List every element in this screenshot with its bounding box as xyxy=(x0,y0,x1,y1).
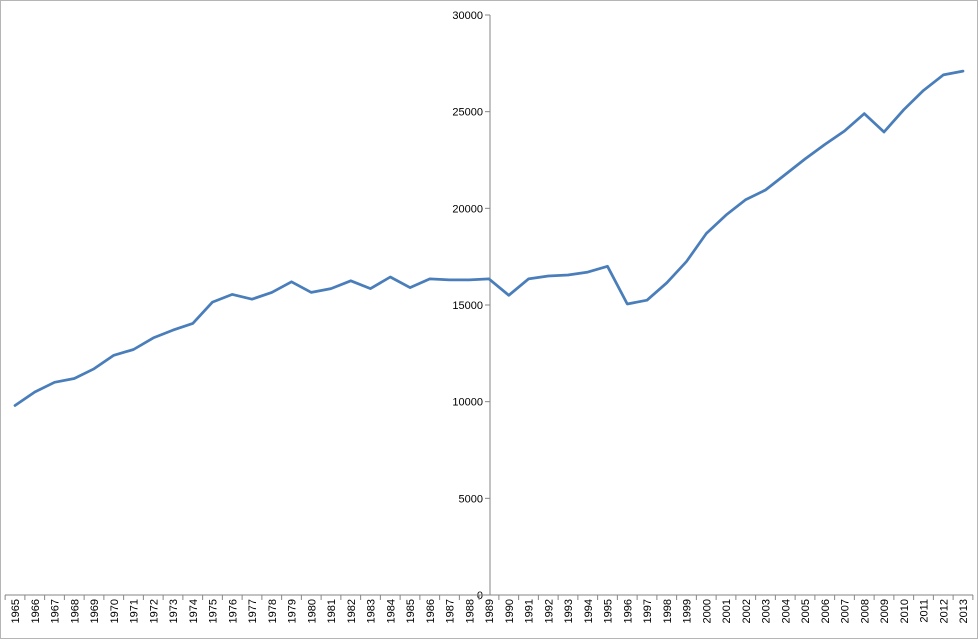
x-axis: 1965 1966 1967 1968 1969 1970 1971 1972 1973 1974… xyxy=(5,595,973,623)
x-tick-label: 1994 xyxy=(583,599,595,623)
x-tick-label: 2009 xyxy=(879,599,891,623)
x-tick-label: 2005 xyxy=(800,599,812,623)
x-tick-label: 2013 xyxy=(958,599,970,623)
x-tick-label: 1975 xyxy=(208,599,220,623)
x-tick-label: 1999 xyxy=(682,599,694,623)
y-tick-label: 20000 xyxy=(452,203,483,215)
y-axis: 0 5000 10000 15000 20000 25000 30000 xyxy=(452,10,490,602)
x-tick-label: 1982 xyxy=(346,599,358,623)
x-tick-label: 1989 xyxy=(484,599,496,623)
x-tick-label: 1972 xyxy=(148,599,160,623)
y-tick-label: 10000 xyxy=(452,397,483,409)
x-tick-label: 1992 xyxy=(543,599,555,623)
x-tick-label: 2000 xyxy=(701,599,713,623)
x-tick-label: 1987 xyxy=(445,599,457,623)
y-tick-label: 25000 xyxy=(452,107,483,119)
x-tick-label: 1974 xyxy=(188,599,200,623)
x-tick-label: 1986 xyxy=(425,599,437,623)
x-tick-label: 2002 xyxy=(741,599,753,623)
series-group xyxy=(15,71,963,406)
y-tick-label: 30000 xyxy=(452,10,483,22)
y-tick-label: 15000 xyxy=(452,300,483,312)
y-tick-label: 0 xyxy=(477,590,483,602)
x-tick-label: 1984 xyxy=(385,599,397,623)
x-tick-label: 1970 xyxy=(109,599,121,623)
x-tick-label: 2010 xyxy=(899,599,911,623)
x-tick-label: 1988 xyxy=(464,599,476,623)
x-tick-label: 2001 xyxy=(721,599,733,623)
x-tick-label: 1967 xyxy=(50,599,62,623)
x-tick-label: 1966 xyxy=(30,599,42,623)
x-tick-label: 1973 xyxy=(168,599,180,623)
x-tick-label: 1997 xyxy=(642,599,654,623)
x-tick-label: 1968 xyxy=(69,599,81,623)
x-tick-label: 1965 xyxy=(10,599,22,623)
x-tick-label: 1998 xyxy=(662,599,674,623)
x-tick-label: 1978 xyxy=(267,599,279,623)
x-tick-label: 1977 xyxy=(247,599,259,623)
x-tick-label: 2008 xyxy=(859,599,871,623)
x-tick-label: 2012 xyxy=(938,599,950,623)
x-tick-label: 2011 xyxy=(919,599,931,623)
x-tick-label: 1983 xyxy=(366,599,378,623)
x-tick-label: 1993 xyxy=(563,599,575,623)
x-tick-label: 1976 xyxy=(227,599,239,623)
x-tick-label: 1979 xyxy=(287,599,299,623)
x-tick-label: 1971 xyxy=(129,599,141,623)
x-tick-label: 1985 xyxy=(405,599,417,623)
x-tick-label: 2006 xyxy=(820,599,832,623)
x-tick-label: 1991 xyxy=(524,599,536,623)
series-line xyxy=(15,71,963,405)
x-tick-label: 1996 xyxy=(622,599,634,623)
x-tick-label: 1981 xyxy=(326,599,338,623)
x-tick-label: 1980 xyxy=(306,599,318,623)
x-tick-label: 2004 xyxy=(780,599,792,623)
x-tick-label: 1969 xyxy=(89,599,101,623)
y-tick-label: 5000 xyxy=(459,493,483,505)
x-tick-label: 1990 xyxy=(504,599,516,623)
x-tick-label: 1995 xyxy=(603,599,615,623)
x-tick-label: 2007 xyxy=(840,599,852,623)
x-tick-label: 2003 xyxy=(761,599,773,623)
